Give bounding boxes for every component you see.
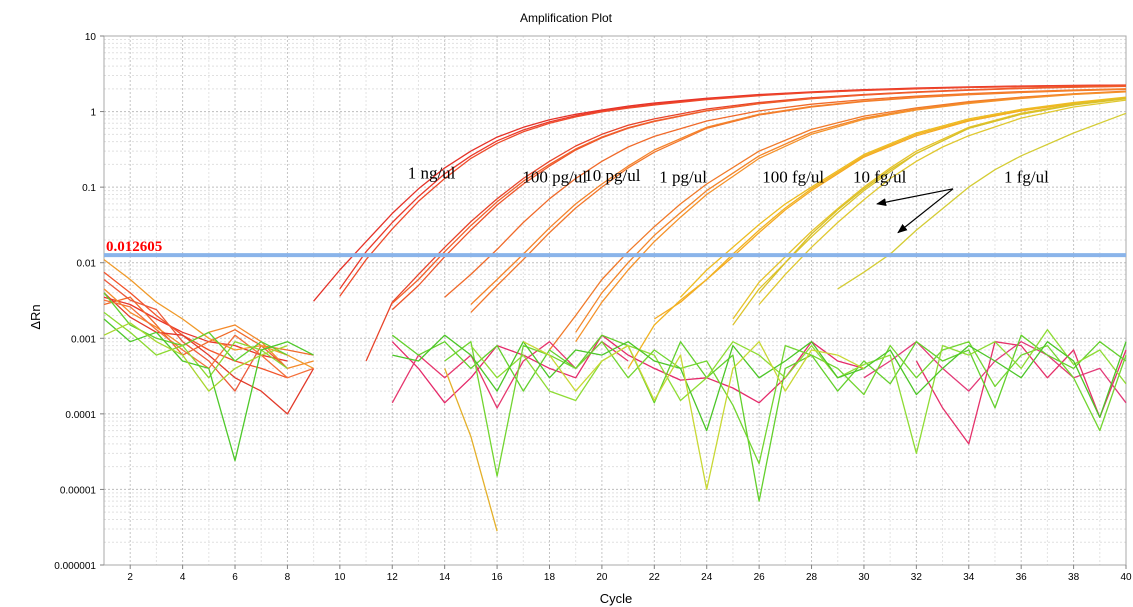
- series-line-37: [391, 334, 1127, 502]
- x-tick-label: 28: [806, 572, 818, 583]
- threshold-label: 0.012605: [106, 239, 162, 255]
- series-layer: [103, 84, 1127, 532]
- series-line-19: [575, 90, 1127, 333]
- annotation-label: 1 fg/ul: [1004, 168, 1049, 187]
- series-line-12: [365, 85, 1127, 362]
- series-line-26: [758, 97, 1127, 294]
- y-tick-label: 0.1: [82, 183, 96, 194]
- annotation-label: 1 pg/ul: [659, 168, 707, 187]
- series-line-38: [444, 341, 1127, 477]
- series-line-15: [444, 88, 1127, 298]
- y-tick-label: 0.0001: [65, 410, 96, 421]
- x-tick-label: 38: [1068, 572, 1080, 583]
- x-tick-label: 34: [963, 572, 975, 583]
- x-tick-label: 8: [285, 572, 291, 583]
- y-tick-label: 0.001: [71, 334, 96, 345]
- x-axis-ticks: 2 4 6 8 10 12 14 16 18 20 22 24 26 28 30 32 34 36 38 40: [127, 565, 1132, 583]
- series-line-31: [103, 318, 314, 462]
- series-line-28: [837, 112, 1127, 290]
- x-tick-label: 36: [1016, 572, 1028, 583]
- series-line-23: [680, 96, 1127, 298]
- x-tick-label: 22: [649, 572, 661, 583]
- series-line-40: [392, 334, 1127, 432]
- series-line-7: [103, 292, 315, 415]
- series-line-39: [470, 329, 1127, 455]
- x-tick-label: 40: [1120, 572, 1132, 583]
- y-tick-label: 0.00001: [60, 485, 97, 496]
- x-tick-label: 32: [911, 572, 923, 583]
- x-axis-label: Cycle: [600, 591, 633, 606]
- x-tick-label: 10: [334, 572, 346, 583]
- x-tick-label: 20: [596, 572, 608, 583]
- y-axis-label: ΔRn: [28, 304, 43, 329]
- series-line-6: [103, 259, 314, 369]
- series-line-5: [103, 278, 288, 392]
- x-tick-label: 12: [387, 572, 399, 583]
- series-line-30: [103, 311, 288, 379]
- annotation-label: 100 pg/ul: [522, 168, 587, 187]
- y-tick-label: 1: [90, 108, 96, 119]
- x-tick-label: 2: [127, 572, 133, 583]
- series-line-32: [103, 322, 288, 392]
- x-tick-label: 26: [754, 572, 766, 583]
- annotation-arrow: [876, 188, 954, 207]
- x-tick-label: 6: [232, 572, 238, 583]
- annotation-arrow: [897, 188, 954, 234]
- x-tick-label: 30: [858, 572, 870, 583]
- x-tick-label: 16: [492, 572, 504, 583]
- grid: [104, 36, 1127, 566]
- series-line-22: [627, 97, 1127, 369]
- series-line-41: [523, 341, 865, 491]
- annotation-label: 10 pg/ul: [584, 166, 640, 185]
- chart-title: Amplification Plot: [520, 11, 613, 25]
- x-tick-label: 18: [544, 572, 556, 583]
- series-line-42: [444, 368, 498, 532]
- x-tick-label: 24: [701, 572, 713, 583]
- series-line-11: [339, 84, 1127, 297]
- series-line-20: [575, 91, 1127, 343]
- series-line-17: [470, 88, 1127, 305]
- threshold-layer: 0.012605: [104, 239, 1126, 258]
- y-tick-label: 0.01: [77, 259, 97, 270]
- series-line-29: [103, 292, 288, 362]
- series-line-27: [758, 99, 1127, 305]
- annotation-label: 10 fg/ul: [853, 168, 907, 187]
- series-line-35: [915, 341, 1127, 445]
- y-tick-label: 10: [85, 32, 97, 43]
- annotation-label: 100 fg/ul: [762, 168, 824, 187]
- x-tick-label: 14: [439, 572, 451, 583]
- series-line-14: [391, 85, 1127, 304]
- annotation-label: 1 ng/ul: [408, 164, 456, 183]
- x-tick-label: 4: [180, 572, 186, 583]
- y-tick-label: 0.000001: [54, 561, 96, 572]
- y-axis-ticks: 10 1 0.1 0.01 0.001 0.0001 0.00001 0.000001: [54, 32, 104, 572]
- series-line-18: [548, 90, 1127, 351]
